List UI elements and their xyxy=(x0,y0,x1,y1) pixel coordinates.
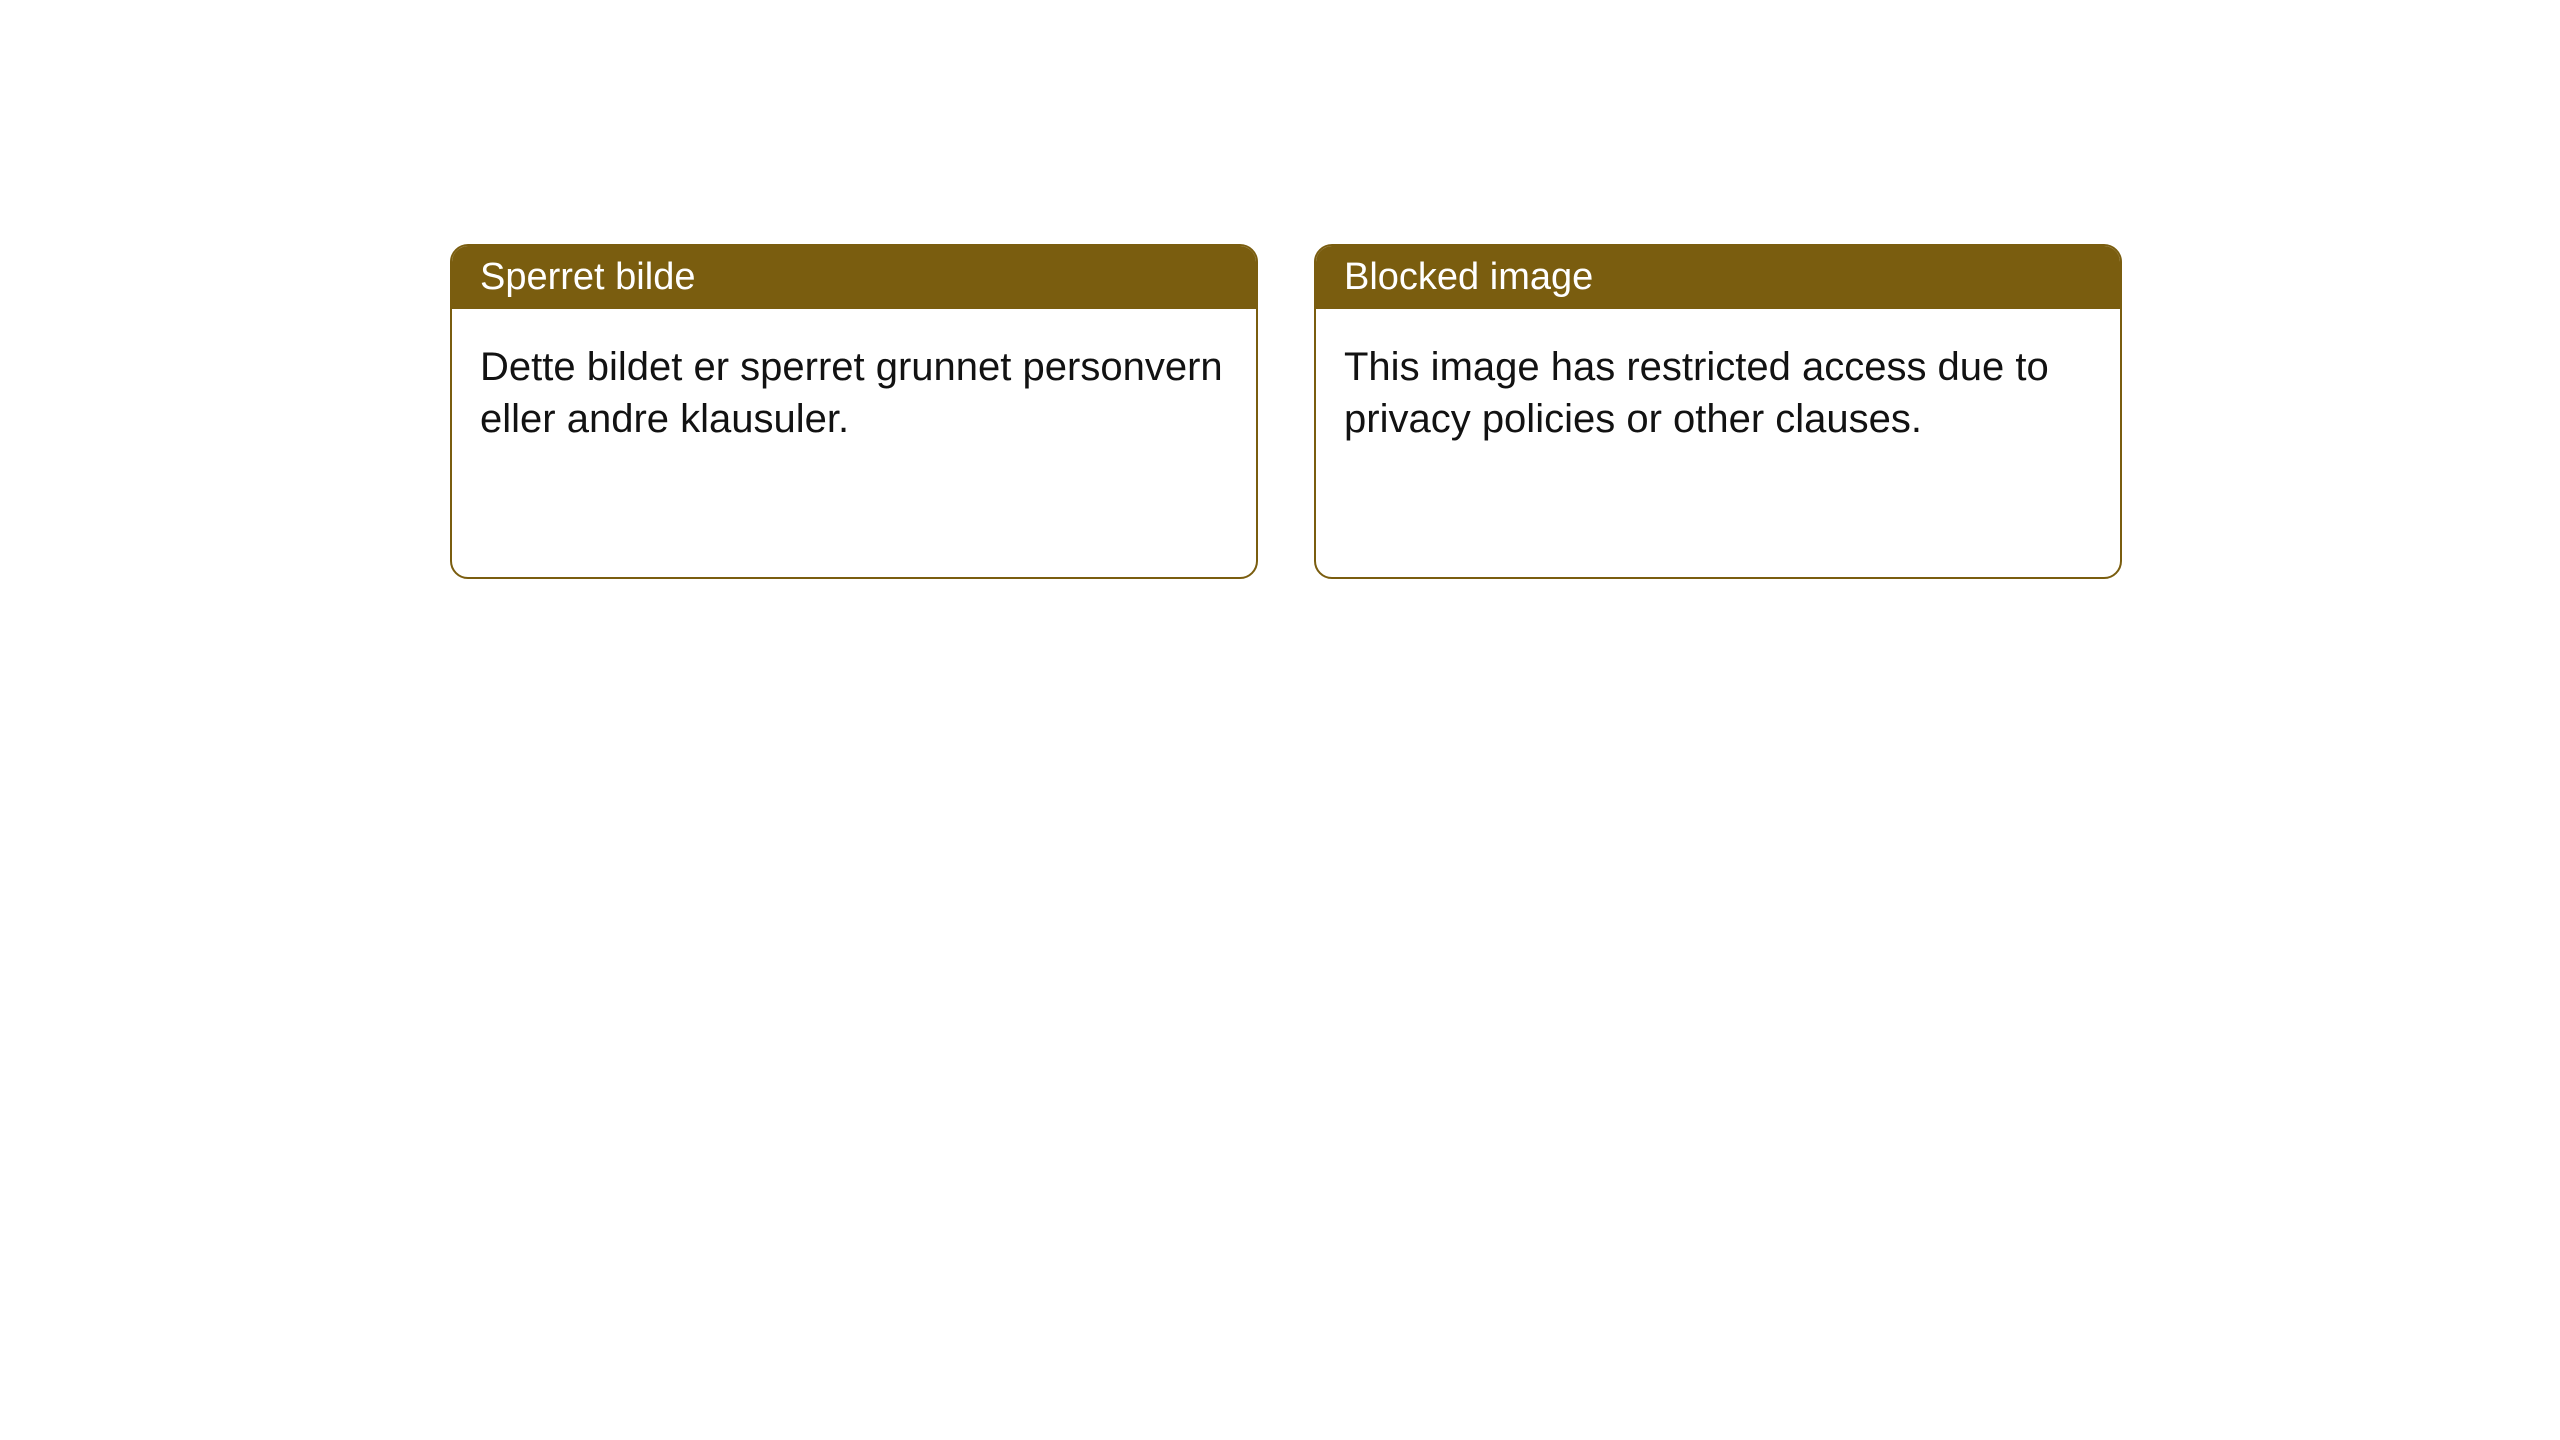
notice-container: Sperret bilde Dette bildet er sperret gr… xyxy=(0,0,2560,579)
notice-header: Sperret bilde xyxy=(452,246,1256,309)
notice-header: Blocked image xyxy=(1316,246,2120,309)
notice-box-english: Blocked image This image has restricted … xyxy=(1314,244,2122,579)
notice-body: Dette bildet er sperret grunnet personve… xyxy=(452,309,1256,477)
notice-box-norwegian: Sperret bilde Dette bildet er sperret gr… xyxy=(450,244,1258,579)
notice-body: This image has restricted access due to … xyxy=(1316,309,2120,477)
